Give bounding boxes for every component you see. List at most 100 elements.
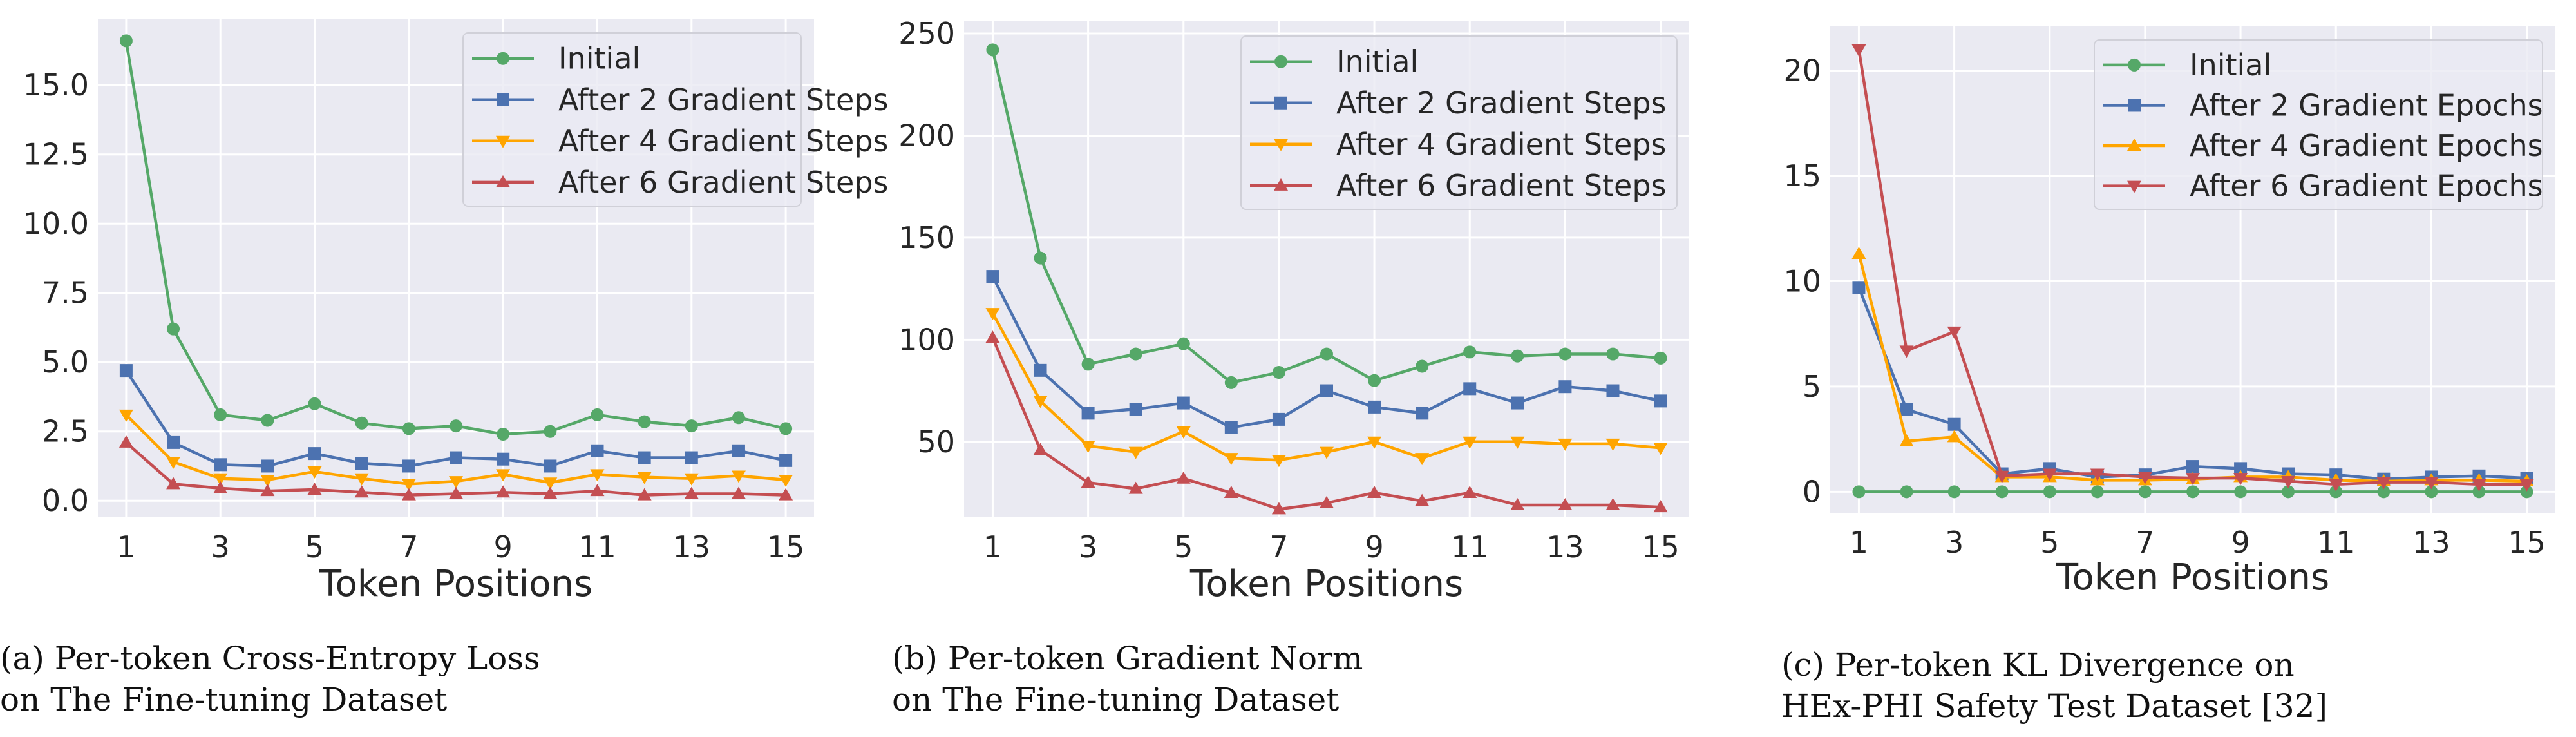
data-point [167, 436, 180, 449]
legend: Initial After 2 Gradient Steps After 4 Gra… [1240, 35, 1678, 210]
data-point [1081, 358, 1095, 371]
data-point [1368, 400, 1381, 414]
data-point [684, 473, 699, 486]
legend-label: After 6 Gradient Epochs [2190, 169, 2543, 204]
x-tick-label: 7 [2136, 525, 2154, 560]
x-tick-label: 15 [2508, 525, 2546, 560]
data-point [1994, 470, 2009, 483]
data-point [1320, 446, 1334, 459]
data-point [2090, 485, 2104, 499]
data-point [1224, 453, 1238, 466]
legend: Initial After 2 Gradient Steps After 4 Gra… [462, 32, 889, 207]
data-point [166, 457, 181, 469]
legend-label: After 4 Gradient Epochs [2190, 128, 2543, 163]
y-tick-label: 15.0 [23, 68, 89, 102]
data-point [1653, 443, 1668, 455]
data-point [1511, 349, 1524, 363]
data-point [1033, 443, 1048, 455]
data-point [2520, 485, 2533, 499]
data-point [543, 486, 558, 499]
series-0 [1852, 485, 2533, 499]
caption-a: (a) Per-token Cross-Entropy Loss on The … [0, 638, 540, 720]
series-0 [986, 43, 1667, 389]
data-point [685, 419, 698, 433]
data-point [591, 408, 604, 421]
data-point [731, 486, 746, 499]
data-point [1605, 438, 1620, 451]
legend-label: Initial [2190, 48, 2271, 82]
legend-label: After 6 Gradient Steps [558, 165, 889, 200]
data-point [308, 447, 321, 461]
series-2 [985, 308, 1668, 468]
data-point [985, 308, 1000, 321]
y-tick-label: 200 [898, 118, 955, 153]
legend-marker [2127, 139, 2141, 151]
legend-marker [2128, 99, 2141, 112]
legend-marker [2128, 58, 2141, 72]
data-point [1033, 396, 1048, 408]
caption-c-line1: (c) Per-token KL Divergence on [1781, 646, 2295, 684]
caption-a-line2: on The Fine-tuning Dataset [0, 681, 448, 718]
x-tick-label: 11 [2317, 525, 2355, 560]
data-point [1272, 366, 1285, 379]
data-point [260, 484, 275, 497]
data-point [2281, 475, 2296, 488]
x-tick-label: 1 [117, 530, 135, 564]
data-point [1224, 421, 1238, 434]
data-point [1605, 497, 1620, 510]
legend-label: After 6 Gradient Steps [1336, 168, 1667, 203]
data-point [638, 415, 651, 428]
series-3 [118, 435, 793, 501]
series-2 [118, 409, 793, 492]
data-point [308, 397, 321, 410]
x-tick-label: 1 [983, 530, 1002, 564]
data-point [2376, 477, 2391, 490]
data-point [1320, 384, 1333, 397]
data-point [2472, 479, 2486, 492]
legend-marker [1274, 139, 1288, 151]
data-point [213, 481, 228, 493]
y-tick-label: 0 [1803, 474, 1821, 509]
data-point [1176, 471, 1191, 484]
data-point [355, 457, 368, 470]
data-point [496, 469, 511, 482]
data-point [307, 466, 322, 479]
x-tick-label: 11 [578, 530, 616, 564]
series-1 [119, 364, 793, 473]
data-point [1034, 251, 1047, 265]
data-point [779, 474, 793, 487]
x-axis-label: Token Positions [2056, 557, 2329, 598]
x-tick-label: 15 [1642, 530, 1680, 564]
data-point [214, 458, 227, 472]
data-point [638, 451, 651, 464]
data-point [590, 484, 605, 497]
data-point [2519, 479, 2534, 492]
data-point [260, 474, 275, 487]
data-point [1271, 502, 1286, 515]
data-point [1224, 376, 1238, 389]
x-tick-label: 5 [2040, 525, 2059, 560]
x-tick-label: 3 [1079, 530, 1097, 564]
y-tick-label: 0.0 [42, 483, 89, 518]
y-tick-label: 100 [898, 322, 955, 357]
data-point [1852, 246, 1866, 259]
data-point [402, 459, 415, 473]
data-point [2090, 468, 2105, 481]
data-point [1654, 351, 1667, 365]
data-point [119, 34, 133, 48]
y-tick-label: 15 [1783, 158, 1821, 193]
legend-marker [497, 52, 509, 65]
data-point [450, 419, 462, 433]
data-point [449, 486, 463, 499]
data-point [401, 479, 416, 492]
data-point [1654, 394, 1667, 408]
data-point [118, 409, 133, 422]
legend-marker [1274, 55, 1287, 68]
data-point [1463, 436, 1477, 449]
data-point [497, 452, 510, 466]
data-point [1271, 455, 1286, 468]
data-point [1034, 363, 1047, 377]
data-point [544, 459, 557, 473]
data-point [1558, 497, 1573, 510]
